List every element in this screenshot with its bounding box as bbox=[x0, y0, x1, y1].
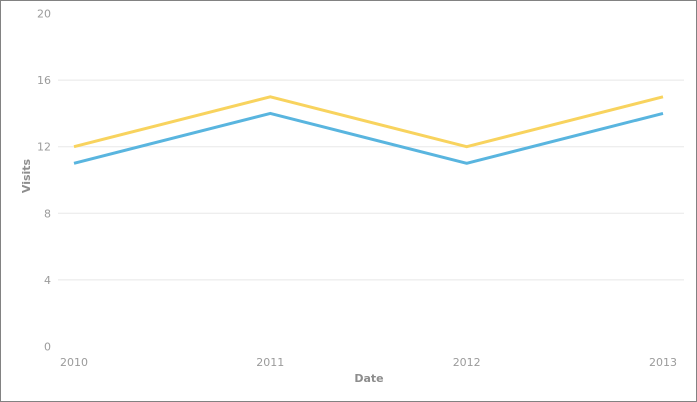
x-tick-label: 2010 bbox=[60, 356, 88, 369]
x-tick-label: 2011 bbox=[256, 356, 284, 369]
series-yellow-line bbox=[73, 95, 664, 149]
x-tick-label: 2013 bbox=[649, 356, 677, 369]
y-tick-label: 20 bbox=[37, 8, 51, 21]
y-tick-label: 16 bbox=[37, 74, 51, 87]
y-tick-label: 0 bbox=[44, 341, 51, 354]
y-tick-label: 12 bbox=[37, 141, 51, 154]
y-tick-label: 4 bbox=[44, 274, 51, 287]
y-tick-label: 8 bbox=[44, 207, 51, 220]
x-tick-label: 2012 bbox=[453, 356, 481, 369]
series-blue-line bbox=[73, 111, 664, 165]
